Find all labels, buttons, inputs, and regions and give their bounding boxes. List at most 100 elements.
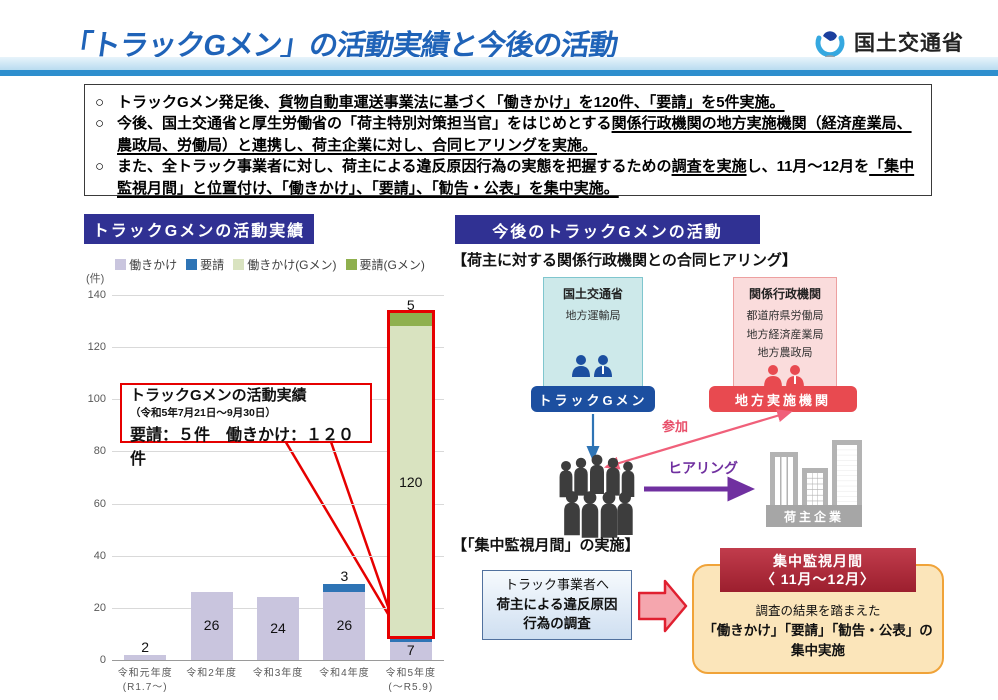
future-header-badge: 今後のトラックGメンの活動 — [455, 215, 760, 244]
legend-swatch — [186, 259, 198, 270]
x-axis-label: 令和2年度 — [186, 668, 237, 679]
bullet-text: トラックGメン発足後、貨物自動車運送事業法に基づく「働きかけ」を120件、「要請… — [117, 94, 785, 111]
mlit-org-item: 地方運輸局 — [565, 310, 621, 322]
activity-header-badge: トラックGメンの活動実績 — [84, 214, 314, 244]
mlit-org-title: 国土交通省 — [562, 287, 623, 301]
bar-segment — [257, 597, 299, 660]
shipper-company-badge: 荷主企業 — [766, 505, 862, 527]
bar-value-label: 3 — [340, 568, 349, 585]
monitoring-title-line1: 集中監視月間 — [773, 552, 863, 569]
bar-value-label: 5 — [406, 297, 415, 314]
gridline — [112, 347, 444, 349]
bar-segment — [389, 641, 432, 660]
bullet-marker: ○ — [95, 115, 105, 133]
mlit-org-box: 国土交通省 地方運輸局 — [543, 277, 643, 387]
legend-item: 働きかけ — [115, 256, 177, 273]
y-axis-tick: 60 — [93, 497, 106, 510]
mlit-logo-icon — [815, 31, 845, 59]
survey-box-line3: 行為の調査 — [523, 616, 591, 632]
bar-segment — [323, 592, 366, 660]
related-org-item-1: 都道府県労働局 — [746, 310, 824, 322]
bar-value-label: 24 — [270, 619, 286, 636]
legend-swatch — [345, 259, 357, 270]
callout-stats: 要請：５件 働きかけ：１２０件 — [130, 426, 355, 468]
activity-section: トラックGメンの活動実績 働きかけ 要請 働きかけ(Gメン) 要請(Gメン) (件) … — [84, 212, 456, 698]
callout-period: （令和5年7月21日～9月30日） — [130, 406, 276, 419]
y-axis-tick: 80 — [93, 445, 106, 458]
chart-legend: 働きかけ 要請 働きかけ(Gメン) 要請(Gメン) — [84, 256, 456, 273]
x-axis-label: 令和4年度 — [319, 668, 370, 679]
gridline — [112, 503, 444, 505]
summary-box: ○ トラックGメン発足後、貨物自動車運送事業法に基づく「働きかけ」を120件、「要… — [84, 84, 932, 199]
bar-value-label: 26 — [203, 617, 220, 634]
monitoring-month-title-box: 集中監視月間 〈 11月～12月〉 — [720, 548, 916, 592]
x-axis-label: 令和3年度 — [252, 668, 304, 679]
bar-value-label: 7 — [406, 641, 415, 658]
related-org-item-3: 地方農政局 — [757, 347, 813, 360]
activity-bar-chart: 0 20 40 60 80 100 120 140 2 令和元年度 (R1.7～) 26 令和2年度 24… — [84, 282, 456, 698]
truck-gmen-pill: トラックGメン — [531, 386, 655, 412]
gridline — [112, 295, 444, 296]
legend-item: 働きかけ(Gメン) — [233, 256, 337, 273]
gridline — [112, 660, 444, 661]
monitoring-body-line3: 集中実施 — [791, 643, 845, 658]
mlit-logo: 国土交通省 — [812, 24, 964, 60]
regional-org-pill: 地方実施機関 — [709, 386, 857, 412]
bullet-text: また、全トラック事業者に対し、荷主による違反原因行為の実態を把握するための調査を… — [117, 158, 915, 197]
monitoring-title-line2: 〈 11月～12月〉 — [760, 571, 876, 587]
future-section: 今後のトラックGメンの活動 【荷主に対する関係行政機関との合同ヒアリング】 国土… — [450, 212, 995, 700]
officials-icon-red — [761, 363, 809, 392]
monitoring-body-line2: 「働きかけ」「要請」「勧告・公表」の — [703, 622, 933, 638]
joint-hearing-heading: 【荷主に対する関係行政機関との合同ヒアリング】 — [452, 252, 797, 269]
gridline — [112, 451, 444, 453]
building-icon — [832, 440, 862, 516]
bar-segment — [190, 592, 233, 660]
mlit-logo-text: 国土交通省 — [854, 32, 964, 55]
y-axis-tick: 120 — [87, 341, 106, 354]
bar-segment — [323, 584, 366, 593]
flow-arrow-icon — [638, 579, 688, 633]
bullet-marker: ○ — [95, 94, 105, 111]
y-axis-tick: 100 — [87, 393, 106, 406]
x-axis-label: 令和元年度 (R1.7～) — [117, 668, 173, 693]
bullet-text: 今後、国土交通省と厚生労働省の「荷主特別対策担当官」をはじめとする関係行政機関の… — [117, 115, 912, 154]
summary-bullet: ○ また、全トラック事業者に対し、荷主による違反原因行為の実態を把握するための調査… — [95, 156, 921, 199]
related-org-item-2: 地方経済産業局 — [746, 328, 824, 341]
gmen-highlight-frame — [386, 310, 435, 640]
bar-value-label: 2 — [141, 638, 150, 655]
header-band-blue — [0, 70, 998, 76]
officials-icon-blue — [569, 353, 617, 382]
bar-value-label: 26 — [336, 617, 353, 634]
chart-unit-label: (件) — [86, 273, 105, 285]
crowd-icon — [559, 454, 635, 538]
gridline — [112, 555, 444, 557]
callout-box: トラックGメンの活動実績 （令和5年7月21日～9月30日） 要請：５件 働きか… — [120, 383, 372, 468]
related-org-title: 関係行政機関 — [748, 287, 821, 301]
header-band-light — [0, 57, 998, 70]
legend-swatch — [115, 259, 127, 270]
legend-item: 要請 — [186, 256, 224, 273]
survey-box-line2: 荷主による違反原因 — [496, 596, 618, 612]
bar-segment — [124, 654, 167, 660]
summary-bullet: ○ トラックGメン発足後、貨物自動車運送事業法に基づく「働きかけ」を120件、「要… — [95, 92, 921, 113]
y-axis-tick: 40 — [93, 549, 106, 562]
hearing-label: ヒアリング — [668, 460, 738, 476]
related-org-box: 関係行政機関 都道府県労働局 地方経済産業局 地方農政局 — [733, 277, 837, 388]
bar-segment — [389, 313, 432, 327]
legend-item: 要請(Gメン) — [345, 256, 425, 273]
monitoring-body-line1: 調査の結果を踏まえた — [755, 604, 881, 618]
bar-segment — [389, 326, 432, 640]
x-axis-label: 令和5年度 (～R5.9) — [385, 668, 437, 693]
monitoring-heading: 【「集中監視月間」の実施】 — [452, 537, 640, 554]
callout-title: トラックGメンの活動実績 — [130, 387, 307, 404]
summary-bullet: ○ 今後、国土交通省と厚生労働省の「荷主特別対策担当官」をはじめとする関係行政機関… — [95, 113, 921, 156]
survey-box: トラック事業者へ 荷主による違反原因 行為の調査 — [482, 570, 632, 640]
bar-segment — [389, 639, 432, 642]
survey-box-line1: トラック事業者へ — [504, 577, 609, 593]
participate-label: 参加 — [662, 419, 689, 434]
monitoring-body: 調査の結果を踏まえた 「働きかけ」「要請」「勧告・公表」の 集中実施 — [692, 602, 944, 661]
y-axis-tick: 140 — [87, 289, 106, 301]
bullet-marker: ○ — [95, 158, 105, 176]
bar-value-label: 120 — [399, 473, 423, 490]
